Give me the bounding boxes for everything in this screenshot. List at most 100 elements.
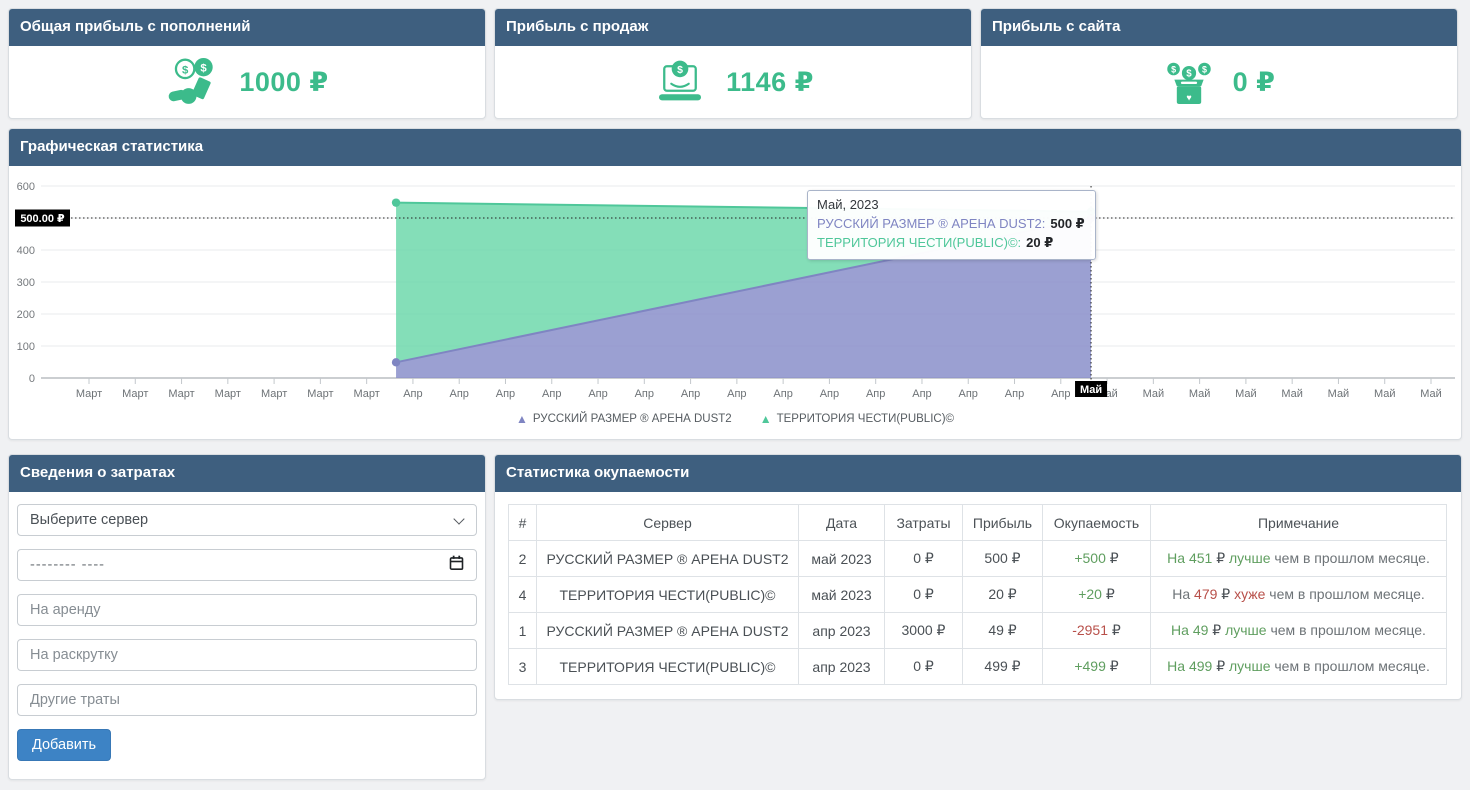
stat-card-sales-profit: Прибыль с продаж $ 1146 ₽ — [494, 8, 972, 119]
x-axis-tick-label: Май — [1189, 388, 1211, 400]
donation-box-icon: $ $ $ ♥ — [1163, 57, 1215, 107]
svg-text:$: $ — [1202, 64, 1207, 74]
stat-card-body: $ $ 1000 ₽ — [9, 46, 485, 118]
table-row: 2РУССКИЙ РАЗМЕР ® АРЕНА DUST2май 20230 ₽… — [509, 541, 1447, 577]
promo-input[interactable] — [17, 639, 477, 671]
column-header: Примечание — [1151, 505, 1447, 541]
server-select[interactable]: Выберите сервер — [17, 504, 477, 536]
cell-note: На 499 ₽ лучше чем в прошлом месяце. — [1151, 649, 1447, 685]
payback-table: #СерверДатаЗатратыПрибыльОкупаемостьПрим… — [508, 504, 1447, 685]
other-expenses-input[interactable] — [17, 684, 477, 716]
stat-card-body: $ $ $ ♥ 0 ₽ — [981, 46, 1457, 118]
x-axis-tick-label: Апр — [773, 388, 792, 400]
costs-panel: Сведения о затратах Выберите сервер ----… — [8, 454, 486, 780]
legend-label: ТЕРРИТОРИЯ ЧЕСТИ(PUBLIC)© — [777, 413, 954, 425]
cell-payback: +20 ₽ — [1043, 577, 1151, 613]
x-axis-tick-label: Март — [122, 388, 148, 400]
svg-text:$: $ — [677, 64, 683, 76]
other-expenses-field — [17, 684, 477, 716]
stat-card-site-profit: Прибыль с сайта $ $ $ ♥ 0 ₽ — [980, 8, 1458, 119]
x-axis-tick-label: Апр — [1051, 388, 1070, 400]
cell-server: РУССКИЙ РАЗМЕР ® АРЕНА DUST2 — [537, 613, 799, 649]
legend-label: РУССКИЙ РАЗМЕР ® АРЕНА DUST2 — [533, 413, 732, 425]
svg-text:♥: ♥ — [1186, 93, 1191, 103]
cell-date: апр 2023 — [799, 613, 885, 649]
crosshair-x-label: Май — [1080, 384, 1102, 396]
legend-item[interactable]: ▲ РУССКИЙ РАЗМЕР ® АРЕНА DUST2 — [516, 413, 732, 425]
month-input[interactable]: -------- ---- — [17, 549, 477, 581]
svg-text:$: $ — [182, 64, 189, 76]
chart-panel: Графическая статистика 6004003002001000М… — [8, 128, 1462, 440]
x-axis-tick-label: Апр — [1005, 388, 1024, 400]
cell-number: 1 — [509, 613, 537, 649]
x-axis-tick-label: Апр — [449, 388, 468, 400]
stat-card-title: Прибыль с сайта — [980, 8, 1458, 46]
calendar-icon[interactable] — [449, 555, 464, 575]
column-header: Сервер — [537, 505, 799, 541]
column-header: # — [509, 505, 537, 541]
data-point-marker — [392, 358, 400, 366]
table-row: 1РУССКИЙ РАЗМЕР ® АРЕНА DUST2апр 2023300… — [509, 613, 1447, 649]
server-select-field: Выберите сервер — [17, 504, 477, 536]
y-axis-tick-label: 400 — [17, 245, 35, 257]
stat-card-topup-profit: Общая прибыль с пополнений $ $ 1000 ₽ — [8, 8, 486, 119]
table-row: 3ТЕРРИТОРИЯ ЧЕСТИ(PUBLIC)©апр 20230 ₽499… — [509, 649, 1447, 685]
table-row: 4ТЕРРИТОРИЯ ЧЕСТИ(PUBLIC)©май 20230 ₽20 … — [509, 577, 1447, 613]
cell-number: 3 — [509, 649, 537, 685]
svg-text:$: $ — [1171, 64, 1176, 74]
cell-payback: -2951 ₽ — [1043, 613, 1151, 649]
x-axis-tick-label: Апр — [912, 388, 931, 400]
x-axis-tick-label: Май — [1235, 388, 1257, 400]
x-axis-tick-label: Март — [307, 388, 333, 400]
y-axis-tick-label: 100 — [17, 341, 35, 353]
cell-note: На 451 ₽ лучше чем в прошлом месяце. — [1151, 541, 1447, 577]
legend-marker-icon: ▲ — [516, 413, 528, 425]
cell-costs: 0 ₽ — [885, 649, 963, 685]
x-axis-tick-label: Апр — [727, 388, 746, 400]
column-header: Затраты — [885, 505, 963, 541]
x-axis-tick-label: Апр — [542, 388, 561, 400]
cell-payback: +499 ₽ — [1043, 649, 1151, 685]
cell-costs: 0 ₽ — [885, 577, 963, 613]
chart-tooltip: Май, 2023 РУССКИЙ РАЗМЕР ® АРЕНА DUST2:5… — [807, 190, 1096, 260]
promo-field — [17, 639, 477, 671]
y-axis-tick-label: 200 — [17, 309, 35, 321]
cell-date: апр 2023 — [799, 649, 885, 685]
stat-value: 0 ₽ — [1233, 67, 1276, 98]
laptop-coin-icon: $ — [652, 57, 708, 107]
cell-note: На 49 ₽ лучше чем в прошлом месяце. — [1151, 613, 1447, 649]
chart-wrap: 6004003002001000МартМартМартМартМартМарт… — [9, 166, 1461, 409]
cell-profit: 499 ₽ — [963, 649, 1043, 685]
profit-chart-canvas[interactable]: 6004003002001000МартМартМартМартМартМарт… — [9, 166, 1461, 404]
stat-card-title: Общая прибыль с пополнений — [8, 8, 486, 46]
cell-profit: 20 ₽ — [963, 577, 1043, 613]
payback-table-body: 2РУССКИЙ РАЗМЕР ® АРЕНА DUST2май 20230 ₽… — [509, 541, 1447, 685]
stat-cards-row: Общая прибыль с пополнений $ $ 1000 ₽ Пр… — [8, 8, 1462, 119]
cell-date: май 2023 — [799, 541, 885, 577]
x-axis-tick-label: Апр — [866, 388, 885, 400]
svg-text:$: $ — [1186, 69, 1192, 80]
hand-coins-icon: $ $ — [165, 57, 221, 107]
svg-text:$: $ — [201, 63, 208, 75]
chart-tooltip-title: Май, 2023 — [817, 196, 1085, 215]
cell-server: РУССКИЙ РАЗМЕР ® АРЕНА DUST2 — [537, 541, 799, 577]
chart-panel-title: Графическая статистика — [8, 128, 1462, 166]
y-axis-tick-label: 300 — [17, 277, 35, 289]
cell-server: ТЕРРИТОРИЯ ЧЕСТИ(PUBLIC)© — [537, 577, 799, 613]
month-input-value: -------- ---- — [30, 557, 105, 573]
x-axis-tick-label: Май — [1374, 388, 1396, 400]
x-axis-tick-label: Май — [1281, 388, 1303, 400]
legend-marker-icon: ▲ — [760, 413, 772, 425]
x-axis-tick-label: Апр — [820, 388, 839, 400]
stat-card-body: $ 1146 ₽ — [495, 46, 971, 118]
rent-input[interactable] — [17, 594, 477, 626]
add-button[interactable]: Добавить — [17, 729, 111, 761]
legend-item[interactable]: ▲ ТЕРРИТОРИЯ ЧЕСТИ(PUBLIC)© — [760, 413, 954, 425]
payback-table-head: #СерверДатаЗатратыПрибыльОкупаемостьПрим… — [509, 505, 1447, 541]
column-header: Дата — [799, 505, 885, 541]
payback-panel: Статистика окупаемости #СерверДатаЗатрат… — [494, 454, 1462, 700]
x-axis-tick-label: Март — [76, 388, 102, 400]
cell-costs: 3000 ₽ — [885, 613, 963, 649]
chart-legend: ▲ РУССКИЙ РАЗМЕР ® АРЕНА DUST2 ▲ ТЕРРИТОРИЯ… — [9, 413, 1461, 439]
x-axis-tick-label: Апр — [588, 388, 607, 400]
